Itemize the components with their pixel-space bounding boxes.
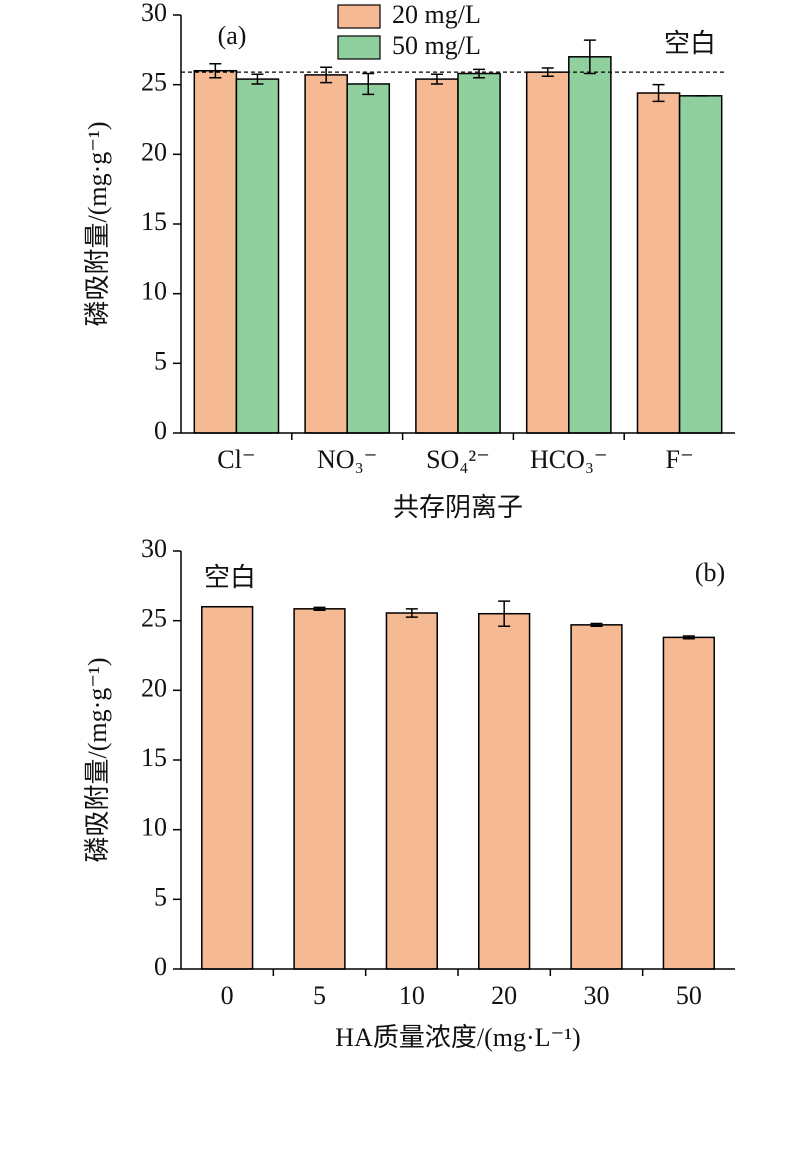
- x-tick-label: F⁻: [666, 445, 694, 474]
- legend-swatch: [337, 35, 381, 60]
- x-axis-label: HA质量浓度/(mg·L⁻¹): [335, 1023, 580, 1052]
- bar: [193, 69, 238, 434]
- x-tick-label: Cl⁻: [217, 445, 255, 474]
- x-tick-label: SO₄²⁻: [426, 445, 490, 474]
- y-tick-label: 0: [154, 416, 167, 445]
- y-tick-label: 20: [141, 137, 167, 166]
- x-tick-label: 10: [399, 981, 425, 1010]
- x-tick-label: 20: [491, 981, 517, 1010]
- bar: [662, 636, 715, 970]
- error-bar: [590, 622, 603, 627]
- error-bar: [473, 68, 486, 79]
- y-tick-label: 5: [154, 882, 167, 911]
- y-tick-label: 30: [141, 0, 167, 27]
- y-tick-label: 10: [141, 277, 167, 306]
- annotation: (b): [695, 558, 725, 587]
- error-bar: [430, 73, 443, 85]
- error-bar: [209, 63, 222, 79]
- y-tick-label: 25: [141, 68, 167, 97]
- legend-label: 50 mg/L: [392, 31, 481, 60]
- error-bar: [682, 635, 695, 640]
- bar: [568, 56, 612, 434]
- error-bar: [320, 66, 333, 84]
- bar: [525, 71, 570, 434]
- legend-swatch: [337, 4, 381, 29]
- bar: [385, 612, 438, 970]
- x-tick-label: 50: [676, 981, 702, 1010]
- annotation: 空白: [204, 563, 256, 592]
- bar: [235, 78, 280, 434]
- error-bar: [583, 39, 596, 75]
- error-bar: [362, 72, 375, 96]
- x-axis-label: 共存阴离子: [393, 493, 523, 522]
- error-bar: [313, 606, 326, 611]
- legend-label: 20 mg/L: [392, 0, 481, 29]
- error-bar: [405, 608, 418, 618]
- y-tick-label: 5: [154, 346, 167, 375]
- error-bar: [652, 83, 665, 103]
- bar: [293, 608, 346, 970]
- x-tick-label: NO₃⁻: [317, 445, 377, 474]
- bar: [304, 74, 348, 434]
- bar: [346, 83, 391, 434]
- y-tick-label: 20: [141, 673, 167, 702]
- x-tick-label: 5: [313, 981, 326, 1010]
- bar: [457, 72, 501, 434]
- y-axis-label: 磷吸附量/(mg·g⁻¹): [83, 122, 112, 327]
- y-tick-label: 15: [141, 207, 167, 236]
- bar: [570, 624, 623, 970]
- y-tick-label: 25: [141, 604, 167, 633]
- bar: [478, 612, 531, 970]
- bar: [201, 605, 254, 970]
- bar: [636, 92, 681, 434]
- x-tick-label: 30: [584, 981, 610, 1010]
- y-tick-label: 0: [154, 952, 167, 981]
- x-tick-label: 0: [221, 981, 234, 1010]
- bar: [415, 78, 459, 434]
- error-bar: [498, 600, 511, 627]
- reference-label: 空白: [664, 29, 716, 58]
- bar: [678, 95, 723, 434]
- y-tick-label: 10: [141, 813, 167, 842]
- y-axis-label: 磷吸附量/(mg·g⁻¹): [83, 658, 112, 863]
- x-tick-label: HCO₃⁻: [530, 445, 608, 474]
- error-bar: [251, 73, 264, 85]
- y-tick-label: 30: [141, 534, 167, 563]
- y-tick-label: 15: [141, 743, 167, 772]
- annotation: (a): [218, 21, 247, 50]
